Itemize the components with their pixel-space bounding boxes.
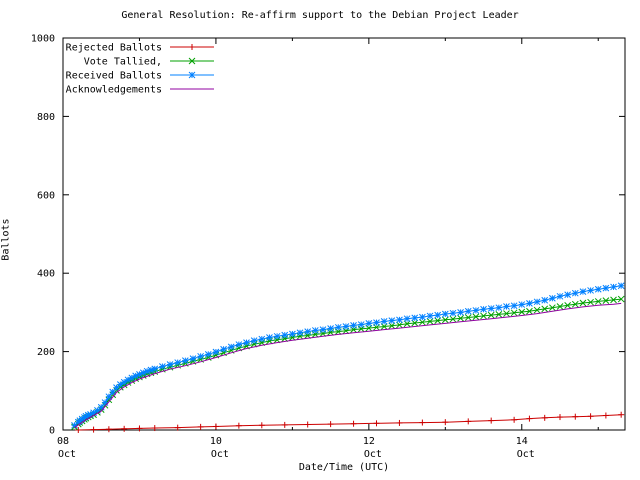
legend-label: Rejected Ballots (66, 43, 162, 54)
legend-item-rejected-ballots: Rejected Ballots (66, 43, 214, 54)
series-line (74, 285, 622, 426)
x-tick-label-month: Oct (58, 449, 76, 460)
legend-label: Acknowledgements (66, 85, 162, 96)
legend-item-acknowledgements: Acknowledgements (66, 85, 214, 96)
x-tick-label-day: 12 (363, 436, 375, 447)
y-tick-label: 800 (37, 112, 55, 123)
x-axis-label: Date/Time (UTC) (298, 462, 390, 473)
y-tick-label: 600 (37, 190, 55, 201)
series-received-ballots (71, 282, 625, 429)
series-acknowledgements (74, 302, 622, 429)
plot-border (62, 37, 626, 431)
x-tick-label-month: Oct (211, 449, 229, 460)
legend-label: Received Ballots (66, 71, 162, 82)
y-axis-label: Ballots (0, 218, 12, 261)
y-tick-label: 400 (37, 269, 55, 280)
series-line (74, 302, 622, 429)
legend-item-vote-tallied: Vote Tallied, (84, 57, 214, 68)
legend-label: Vote Tallied, (84, 57, 162, 68)
x-tick-label-day: 14 (516, 436, 528, 447)
x-tick-label-day: 08 (57, 436, 69, 447)
y-tick-label: 1000 (31, 34, 55, 45)
x-tick-label-day: 10 (210, 436, 222, 447)
y-tick-label: 0 (49, 426, 55, 437)
series-line (78, 414, 622, 431)
chart-title: General Resolution: Re-affirm support to… (121, 10, 519, 21)
legend-item-received-ballots: Received Ballots (66, 71, 214, 82)
x-tick-label-month: Oct (517, 449, 535, 460)
y-tick-label: 200 (37, 347, 55, 358)
x-tick-label-month: Oct (364, 449, 382, 460)
series-line (74, 298, 622, 428)
series-rejected-ballots (75, 411, 625, 433)
series-vote-tallied (71, 295, 625, 431)
